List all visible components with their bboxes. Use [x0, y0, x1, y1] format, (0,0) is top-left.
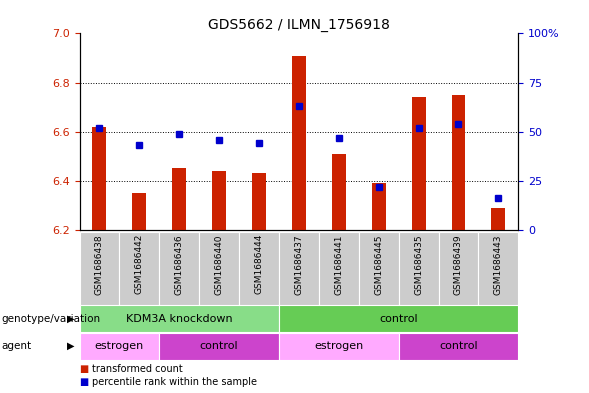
- Bar: [279, 305, 518, 332]
- Bar: [80, 305, 279, 332]
- Text: GSM1686435: GSM1686435: [414, 234, 423, 295]
- Text: ▶: ▶: [67, 314, 75, 324]
- Text: KDM3A knockdown: KDM3A knockdown: [126, 314, 233, 324]
- Text: estrogen: estrogen: [314, 341, 363, 351]
- Bar: [212, 171, 226, 230]
- Text: GSM1686439: GSM1686439: [454, 234, 463, 295]
- Bar: [412, 97, 426, 230]
- Bar: [439, 232, 478, 305]
- Bar: [491, 208, 505, 230]
- Bar: [279, 232, 319, 305]
- Bar: [452, 95, 465, 230]
- Bar: [279, 333, 399, 360]
- Bar: [120, 232, 159, 305]
- Bar: [359, 232, 399, 305]
- Bar: [319, 232, 359, 305]
- Text: ▶: ▶: [67, 341, 75, 351]
- Text: GSM1686445: GSM1686445: [374, 234, 383, 294]
- Bar: [252, 173, 266, 230]
- Text: percentile rank within the sample: percentile rank within the sample: [92, 377, 257, 387]
- Text: ■: ■: [80, 364, 89, 374]
- Text: GSM1686444: GSM1686444: [254, 234, 263, 294]
- Text: ■: ■: [80, 377, 89, 387]
- Bar: [199, 232, 239, 305]
- Bar: [133, 193, 146, 230]
- Text: GSM1686441: GSM1686441: [335, 234, 343, 294]
- Text: GSM1686436: GSM1686436: [175, 234, 184, 295]
- Bar: [159, 333, 279, 360]
- Text: control: control: [439, 341, 478, 351]
- Bar: [239, 232, 279, 305]
- Text: GSM1686440: GSM1686440: [214, 234, 224, 294]
- Text: GSM1686442: GSM1686442: [135, 234, 144, 294]
- Text: estrogen: estrogen: [95, 341, 144, 351]
- Text: agent: agent: [1, 341, 31, 351]
- Bar: [80, 232, 120, 305]
- Text: genotype/variation: genotype/variation: [1, 314, 100, 324]
- Text: GSM1686438: GSM1686438: [95, 234, 104, 295]
- Bar: [399, 232, 439, 305]
- Bar: [172, 169, 186, 230]
- Bar: [92, 127, 107, 230]
- Text: transformed count: transformed count: [92, 364, 183, 374]
- Bar: [332, 154, 346, 230]
- Text: GSM1686437: GSM1686437: [294, 234, 303, 295]
- Bar: [159, 232, 199, 305]
- Bar: [292, 55, 306, 230]
- Bar: [478, 232, 518, 305]
- Text: GSM1686443: GSM1686443: [494, 234, 503, 294]
- Text: control: control: [200, 341, 239, 351]
- Bar: [372, 183, 386, 230]
- Bar: [399, 333, 518, 360]
- Title: GDS5662 / ILMN_1756918: GDS5662 / ILMN_1756918: [208, 18, 390, 32]
- Text: control: control: [379, 314, 418, 324]
- Bar: [80, 333, 159, 360]
